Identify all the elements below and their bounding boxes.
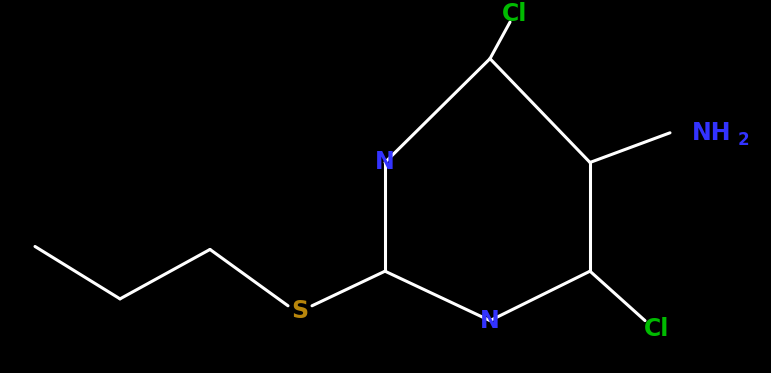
Text: N: N [375,150,395,175]
Text: NH: NH [692,121,732,145]
Text: S: S [291,299,308,323]
Text: N: N [480,308,500,333]
Text: Cl: Cl [503,2,527,26]
Text: 2: 2 [738,131,749,149]
Text: Cl: Cl [645,317,670,341]
